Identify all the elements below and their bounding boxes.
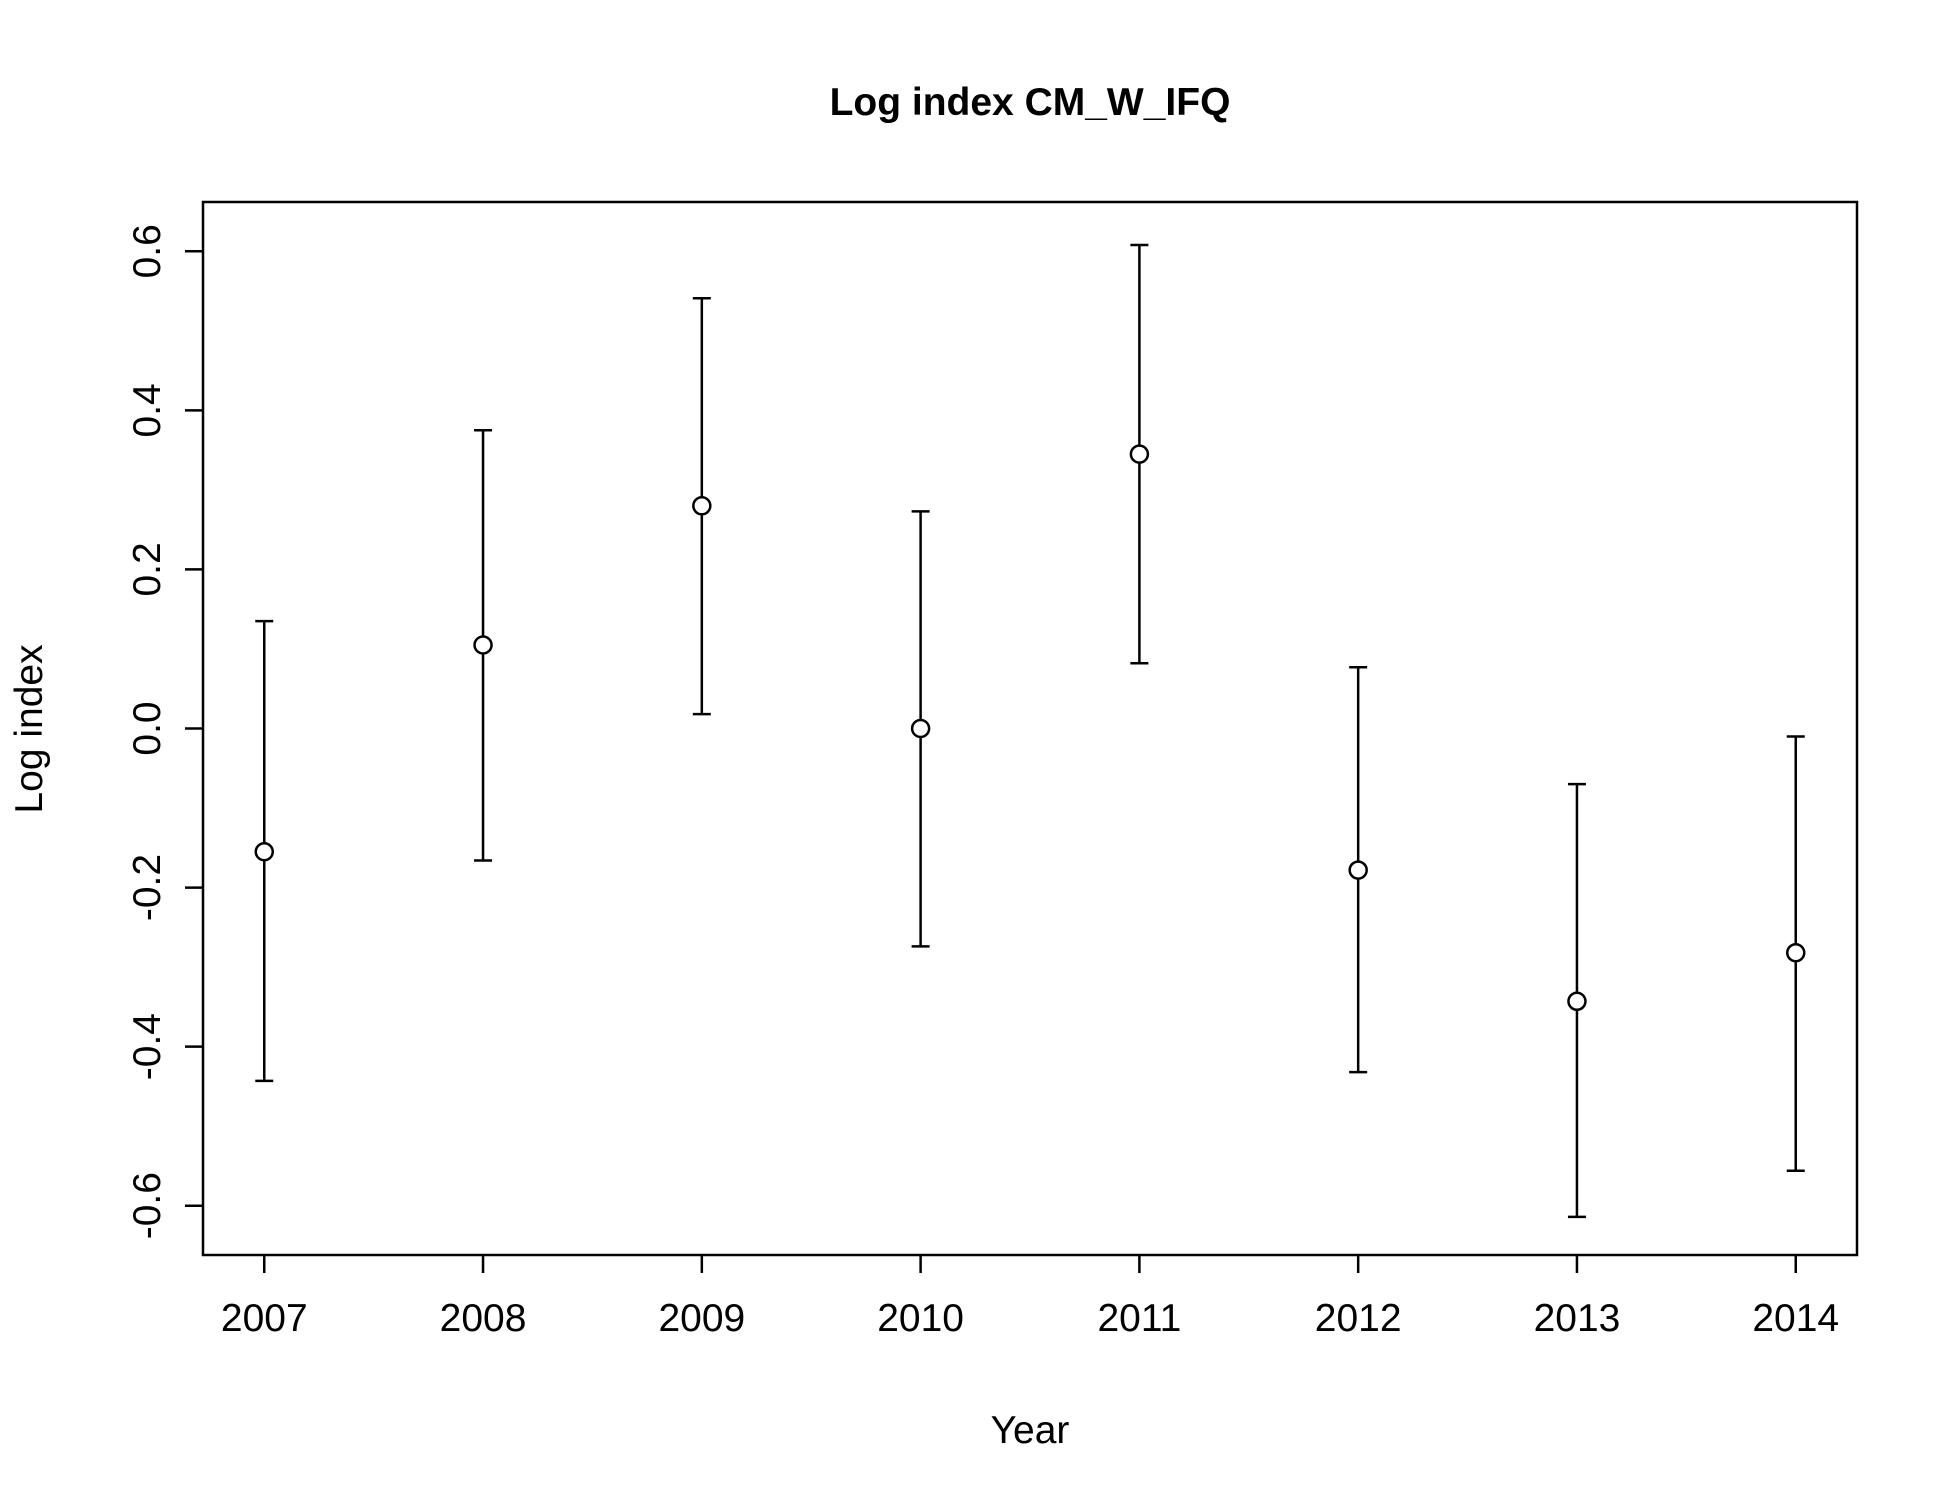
y-tick-label-3: 0.0 — [126, 701, 169, 755]
data-point-2009 — [692, 496, 712, 516]
chart-title: Log index CM_W_IFQ — [830, 81, 1231, 124]
data-point-2011 — [1129, 444, 1150, 464]
y-tick-label-2: -0.2 — [126, 854, 169, 921]
error-bars — [255, 243, 1805, 1219]
data-point-2014 — [1785, 943, 1806, 963]
data-point-2012 — [1348, 860, 1368, 880]
x-tick-label-2008: 2008 — [440, 1297, 527, 1340]
data-point-2007 — [254, 842, 275, 862]
x-tick-label-2014: 2014 — [1752, 1297, 1839, 1340]
x-tick-label-2012: 2012 — [1315, 1297, 1402, 1340]
y-tick-label-0: -0.6 — [126, 1172, 169, 1239]
y-tick-label-5: 0.4 — [126, 383, 169, 437]
data-point-2010 — [910, 718, 931, 739]
x-axis: 2007 2008 2009 2010 2011 2012 2013 2014 — [221, 1255, 1839, 1340]
y-axis-label: Log index — [8, 644, 51, 814]
plot-area-frame — [201, 200, 1859, 1257]
data-point-2008 — [473, 635, 493, 655]
x-tick-label-2010: 2010 — [877, 1297, 964, 1340]
x-axis-label: Year — [991, 1409, 1070, 1452]
y-tick-label-1: -0.4 — [126, 1013, 169, 1080]
x-tick-label-2011: 2011 — [1097, 1297, 1181, 1340]
x-tick-label-2007: 2007 — [221, 1297, 308, 1340]
x-tick-label-2009: 2009 — [658, 1297, 745, 1340]
data-point-2013 — [1567, 991, 1587, 1012]
x-tick-label-2013: 2013 — [1534, 1297, 1621, 1340]
y-tick-label-4: 0.2 — [126, 542, 169, 596]
y-tick-label-6: 0.6 — [126, 224, 169, 278]
data-points — [254, 444, 1806, 1012]
y-axis: -0.6 -0.4 -0.2 0.0 0.2 0.4 0.6 — [126, 224, 203, 1239]
